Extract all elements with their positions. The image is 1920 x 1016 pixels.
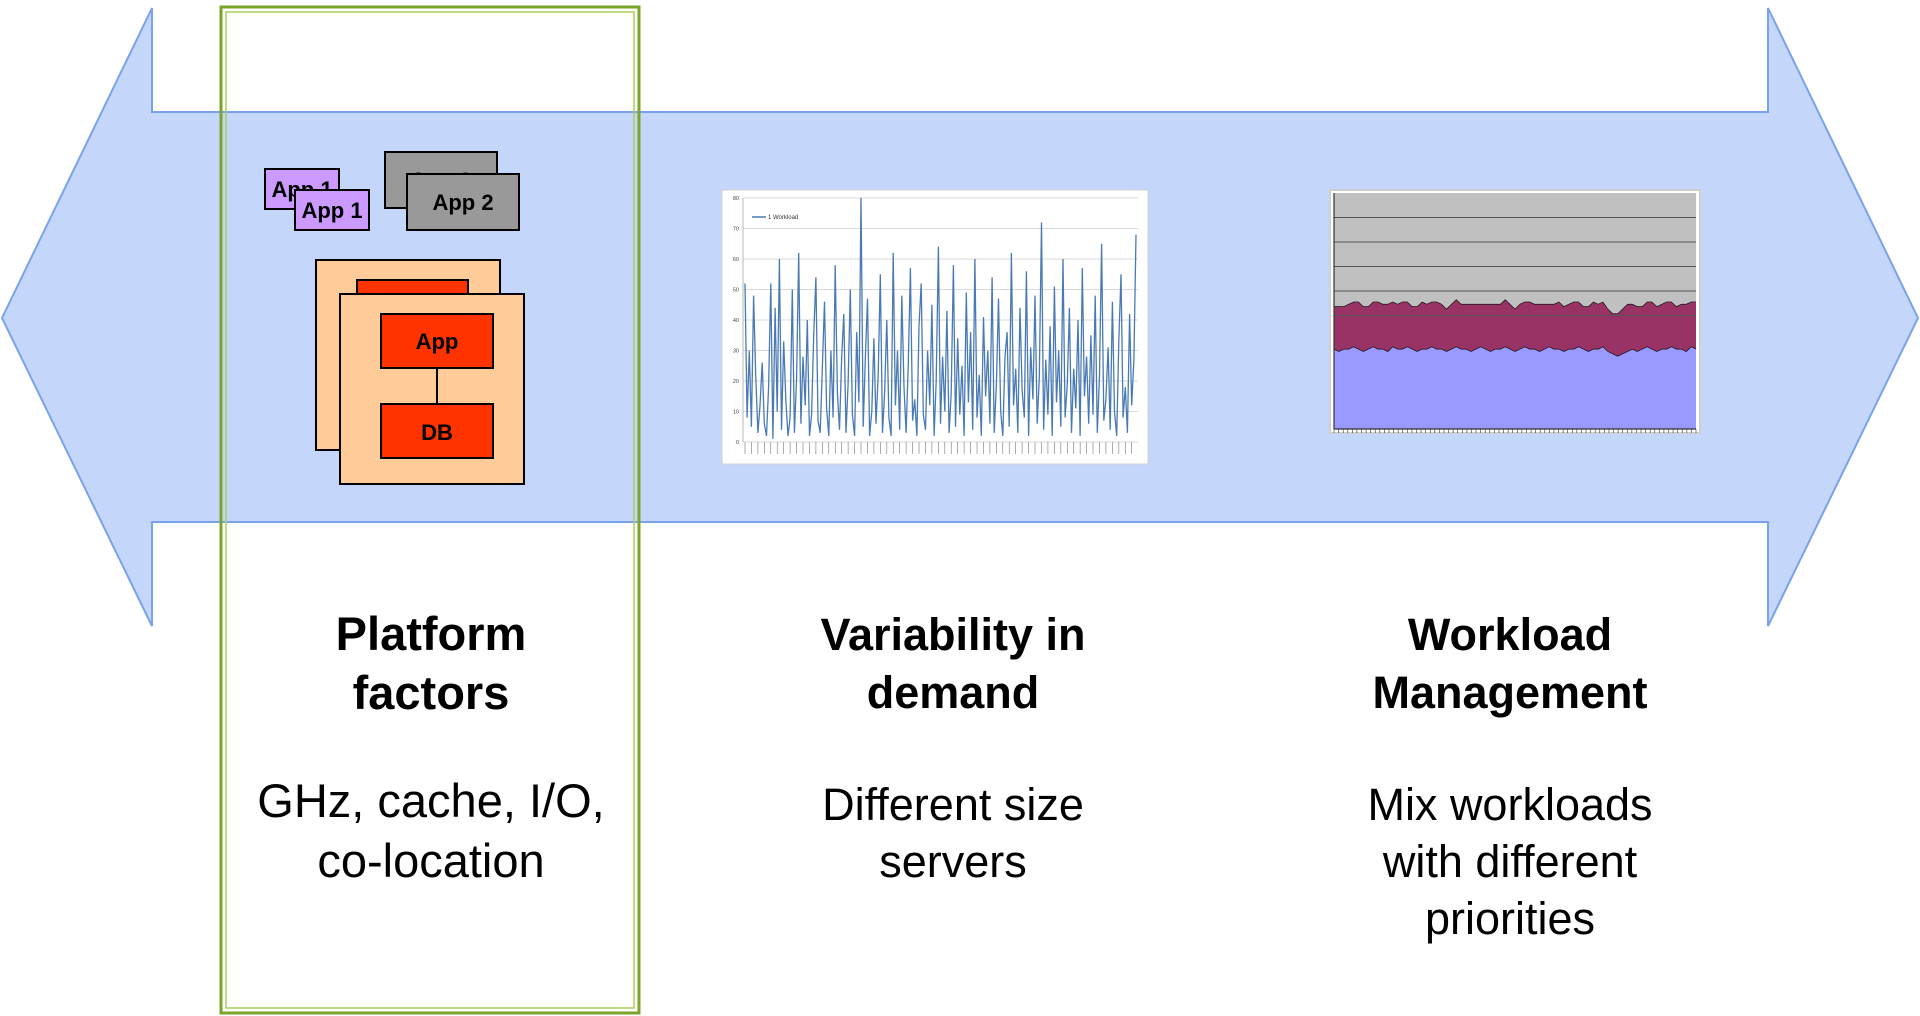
app-box — [380, 313, 494, 369]
variability-chart-legend-label: 1 Workload — [768, 215, 798, 221]
variability-chart-y-ticks: 0 10 20 30 40 50 60 70 80 — [733, 196, 739, 446]
platform-column: Platform factors GHz, cache, I/O, co-loc… — [222, 604, 640, 891]
workload-description-line: with different — [1382, 836, 1638, 887]
workload-heading-line: Workload — [1407, 609, 1613, 660]
workload-chart-area-bottom — [1334, 346, 1696, 429]
highlight-frame-inner — [225, 11, 635, 1009]
workload-column: Workload Management Mix workloads with d… — [1300, 606, 1720, 947]
platform-icon: App 2 App 2 App 1 App 1 App DB — [264, 151, 525, 485]
variability-chart-y-tick-label: 70 — [733, 227, 739, 233]
workload-heading: Workload Management — [1300, 606, 1720, 722]
variability-chart-y-tick-label: 10 — [733, 410, 739, 416]
variability-chart-series-line — [744, 197, 1137, 439]
platform-description-line: GHz, cache, I/O, — [257, 774, 605, 827]
workload-description-line: Mix workloads — [1367, 779, 1653, 830]
variability-description: Different size servers — [740, 776, 1166, 890]
db-box — [380, 403, 494, 459]
workload-chart-plot — [1333, 193, 1697, 433]
variability-chart-y-tick-label: 80 — [733, 196, 739, 202]
app1-front-label: App 1 — [301, 198, 362, 223]
variability-chart-y-tick-label: 50 — [733, 288, 739, 294]
variability-chart-y-tick-label: 60 — [733, 257, 739, 263]
variability-description-line: Different size — [822, 779, 1084, 830]
app1-front-box — [294, 189, 370, 231]
variability-column: Variability in demand Different size ser… — [740, 606, 1166, 890]
variability-chart-x-ticks — [744, 442, 1133, 454]
variability-chart-y-tick-label: 0 — [736, 440, 739, 446]
platform-description: GHz, cache, I/O, co-location — [222, 771, 640, 891]
platform-heading-line: Platform — [335, 607, 527, 660]
workload-description: Mix workloads with different priorities — [1300, 776, 1720, 947]
workload-heading-line: Management — [1372, 667, 1648, 718]
variability-chart-y-tick-label: 30 — [733, 349, 739, 355]
app2-front-box — [406, 173, 520, 231]
db-label: DB — [421, 420, 453, 445]
variability-heading-line: demand — [866, 667, 1040, 718]
variability-description-line: servers — [879, 836, 1027, 887]
variability-chart-y-tick-label: 40 — [733, 318, 739, 324]
workload-chart — [1329, 189, 1701, 434]
workload-chart-area-top — [1334, 193, 1696, 314]
variability-heading: Variability in demand — [740, 606, 1166, 722]
workload-chart-area-middle — [1334, 299, 1696, 356]
variability-heading-line: Variability in — [820, 609, 1086, 660]
app2-front-label: App 2 — [432, 190, 493, 215]
app-label: App — [416, 329, 459, 354]
workload-description-line: priorities — [1424, 893, 1596, 944]
highlight-frame — [219, 5, 641, 1015]
platform-heading: Platform factors — [222, 604, 640, 722]
variability-chart: 0 10 20 30 40 50 60 70 80 1 Workload — [721, 189, 1149, 465]
platform-description-line: co-location — [317, 834, 545, 887]
variability-chart-y-tick-label: 20 — [733, 379, 739, 385]
platform-heading-line: factors — [352, 666, 510, 719]
